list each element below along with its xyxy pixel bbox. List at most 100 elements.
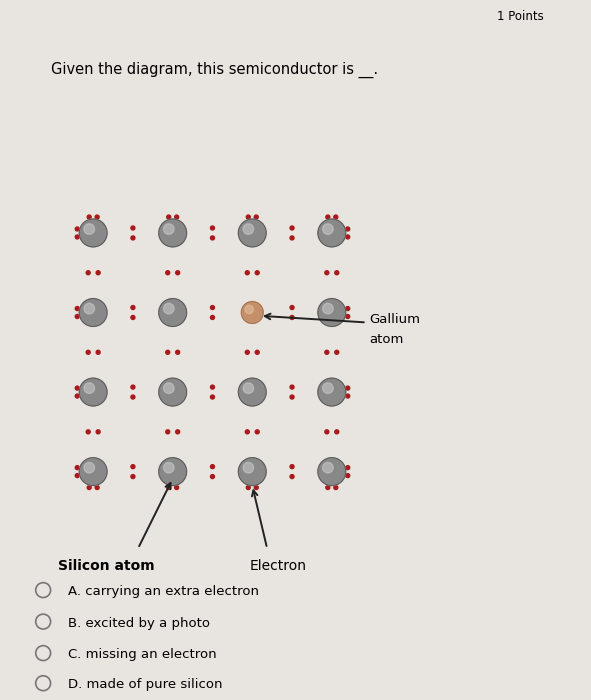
Circle shape	[175, 215, 178, 219]
Circle shape	[159, 299, 187, 326]
Circle shape	[164, 303, 174, 314]
Text: 1 Points: 1 Points	[497, 10, 544, 24]
Circle shape	[346, 386, 350, 390]
Circle shape	[346, 394, 350, 398]
Circle shape	[86, 430, 90, 434]
Circle shape	[325, 271, 329, 274]
Circle shape	[255, 350, 259, 354]
Circle shape	[131, 306, 135, 309]
Text: Gallium: Gallium	[369, 314, 420, 326]
Circle shape	[75, 235, 79, 239]
Circle shape	[243, 383, 254, 393]
Circle shape	[255, 430, 259, 434]
Circle shape	[245, 305, 254, 314]
Circle shape	[318, 219, 346, 247]
Circle shape	[335, 271, 339, 274]
Circle shape	[318, 458, 346, 486]
Circle shape	[238, 378, 266, 406]
Circle shape	[167, 486, 171, 489]
Circle shape	[75, 314, 79, 318]
Circle shape	[346, 227, 350, 231]
Text: A. carrying an extra electron: A. carrying an extra electron	[68, 585, 259, 598]
Circle shape	[346, 466, 350, 470]
Circle shape	[290, 385, 294, 389]
Circle shape	[176, 350, 180, 354]
Circle shape	[79, 219, 107, 247]
Circle shape	[210, 395, 215, 399]
Circle shape	[87, 486, 91, 489]
Circle shape	[210, 226, 215, 230]
Text: B. excited by a photo: B. excited by a photo	[68, 617, 210, 629]
Circle shape	[131, 475, 135, 479]
Text: C. missing an electron: C. missing an electron	[68, 648, 216, 661]
Circle shape	[86, 271, 90, 274]
Circle shape	[246, 215, 250, 219]
Circle shape	[245, 350, 249, 354]
Circle shape	[84, 224, 95, 234]
Circle shape	[176, 271, 180, 274]
Circle shape	[210, 385, 215, 389]
Circle shape	[243, 224, 254, 234]
Circle shape	[241, 302, 263, 323]
Circle shape	[165, 350, 170, 354]
Circle shape	[75, 227, 79, 231]
Circle shape	[79, 378, 107, 406]
Circle shape	[346, 314, 350, 318]
Circle shape	[131, 465, 135, 468]
Circle shape	[167, 215, 171, 219]
Circle shape	[75, 394, 79, 398]
Circle shape	[335, 430, 339, 434]
Circle shape	[210, 316, 215, 319]
Circle shape	[176, 430, 180, 434]
Circle shape	[346, 474, 350, 477]
Circle shape	[290, 306, 294, 309]
Circle shape	[159, 458, 187, 486]
Circle shape	[323, 224, 333, 234]
Circle shape	[96, 271, 100, 274]
Circle shape	[164, 224, 174, 234]
Circle shape	[323, 463, 333, 473]
Circle shape	[243, 463, 254, 473]
Circle shape	[326, 486, 330, 489]
Circle shape	[164, 383, 174, 393]
Circle shape	[87, 215, 91, 219]
Circle shape	[210, 306, 215, 309]
Circle shape	[326, 215, 330, 219]
Circle shape	[290, 226, 294, 230]
Circle shape	[96, 350, 100, 354]
Circle shape	[131, 236, 135, 240]
Circle shape	[346, 307, 350, 311]
Circle shape	[210, 236, 215, 240]
Circle shape	[245, 271, 249, 274]
Circle shape	[84, 463, 95, 473]
Text: Electron: Electron	[250, 559, 307, 573]
Circle shape	[75, 307, 79, 311]
Circle shape	[95, 486, 99, 489]
Circle shape	[86, 350, 90, 354]
Circle shape	[96, 430, 100, 434]
Circle shape	[325, 430, 329, 434]
Circle shape	[238, 458, 266, 486]
Circle shape	[159, 378, 187, 406]
Circle shape	[84, 383, 95, 393]
Circle shape	[159, 219, 187, 247]
Circle shape	[335, 350, 339, 354]
Circle shape	[95, 215, 99, 219]
Circle shape	[318, 299, 346, 326]
Circle shape	[131, 385, 135, 389]
Circle shape	[238, 219, 266, 247]
Circle shape	[254, 486, 258, 489]
Circle shape	[334, 486, 338, 489]
Circle shape	[325, 350, 329, 354]
Text: atom: atom	[369, 333, 404, 346]
Circle shape	[254, 215, 258, 219]
Circle shape	[164, 463, 174, 473]
Circle shape	[165, 271, 170, 274]
Circle shape	[290, 395, 294, 399]
Circle shape	[290, 475, 294, 479]
Circle shape	[318, 378, 346, 406]
Circle shape	[75, 474, 79, 477]
Circle shape	[290, 236, 294, 240]
Circle shape	[84, 303, 95, 314]
Circle shape	[255, 271, 259, 274]
